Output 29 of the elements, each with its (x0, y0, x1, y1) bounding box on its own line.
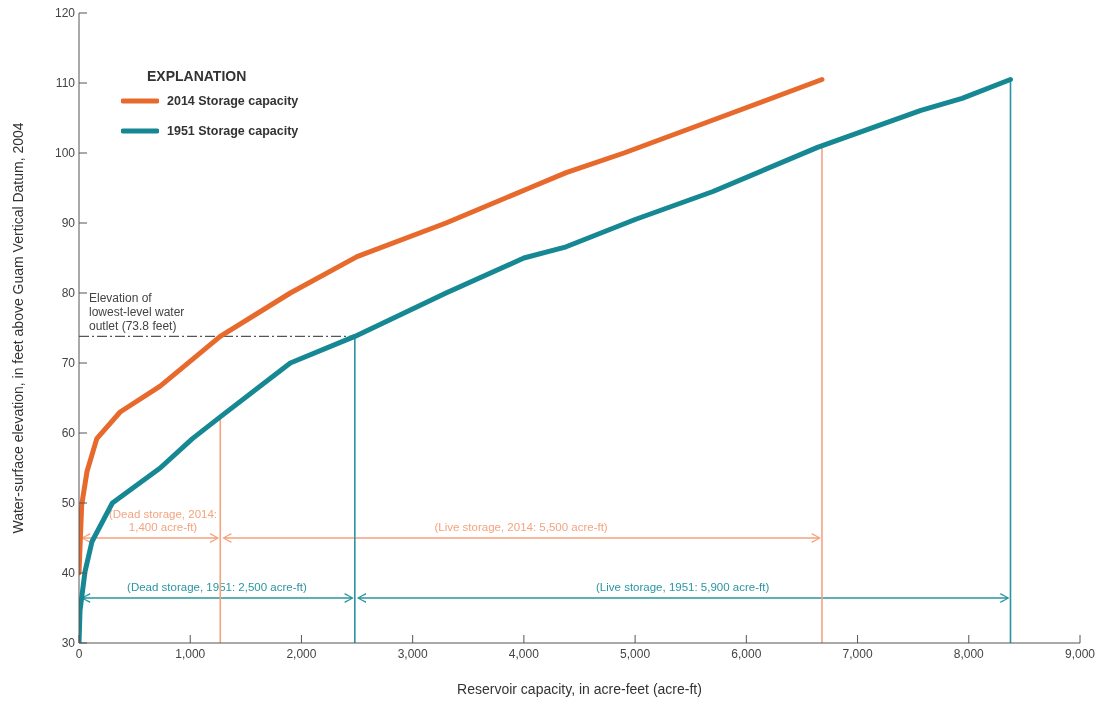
x-tick-label: 1,000 (175, 646, 206, 661)
y-tick-label: 60 (61, 426, 76, 441)
ref-line-label: Elevation of lowest-level water outlet (73.8 feet) (89, 291, 185, 334)
x-tick-label: 7,000 (842, 646, 873, 661)
x-tick-label: 4,000 (508, 646, 540, 661)
annotation: (Live storage, 1951: 5,900 acre-ft) (596, 581, 770, 593)
x-tick-label: 9,000 (1064, 646, 1096, 661)
y-tick-label: 90 (61, 216, 76, 231)
y-tick-label: 50 (61, 496, 76, 511)
annotation: (Dead storage, 2014: 1,400 acre-ft) (108, 508, 218, 533)
y-axis-title: Water-surface elevation, in feet above Guam Vertical Datum, 2004 (9, 122, 26, 534)
y-tick-label: 30 (61, 636, 76, 651)
x-tick-label: 3,000 (397, 646, 429, 661)
x-tick-label: 6,000 (731, 646, 762, 661)
legend-label: 1951 Storage capacity (167, 124, 299, 138)
x-axis-title: Reservoir capacity, in acre-feet (acre-ft) (457, 681, 702, 697)
x-tick-label: 2,000 (286, 646, 317, 661)
annotation: (Live storage, 2014: 5,500 acre-ft) (434, 521, 608, 533)
y-tick-label: 80 (61, 286, 76, 301)
y-tick-label: 110 (55, 76, 76, 91)
y-tick-label: 100 (54, 146, 76, 161)
x-tick-label: 8,000 (953, 646, 985, 661)
legend-title: EXPLANATION (147, 68, 248, 84)
y-tick-label: 120 (54, 6, 76, 21)
y-tick-label: 40 (61, 566, 76, 581)
x-tick-label: 0 (75, 646, 83, 661)
x-tick-label: 5,000 (620, 646, 651, 661)
legend-label: 2014 Storage capacity (167, 94, 299, 108)
y-tick-label: 70 (61, 356, 76, 371)
